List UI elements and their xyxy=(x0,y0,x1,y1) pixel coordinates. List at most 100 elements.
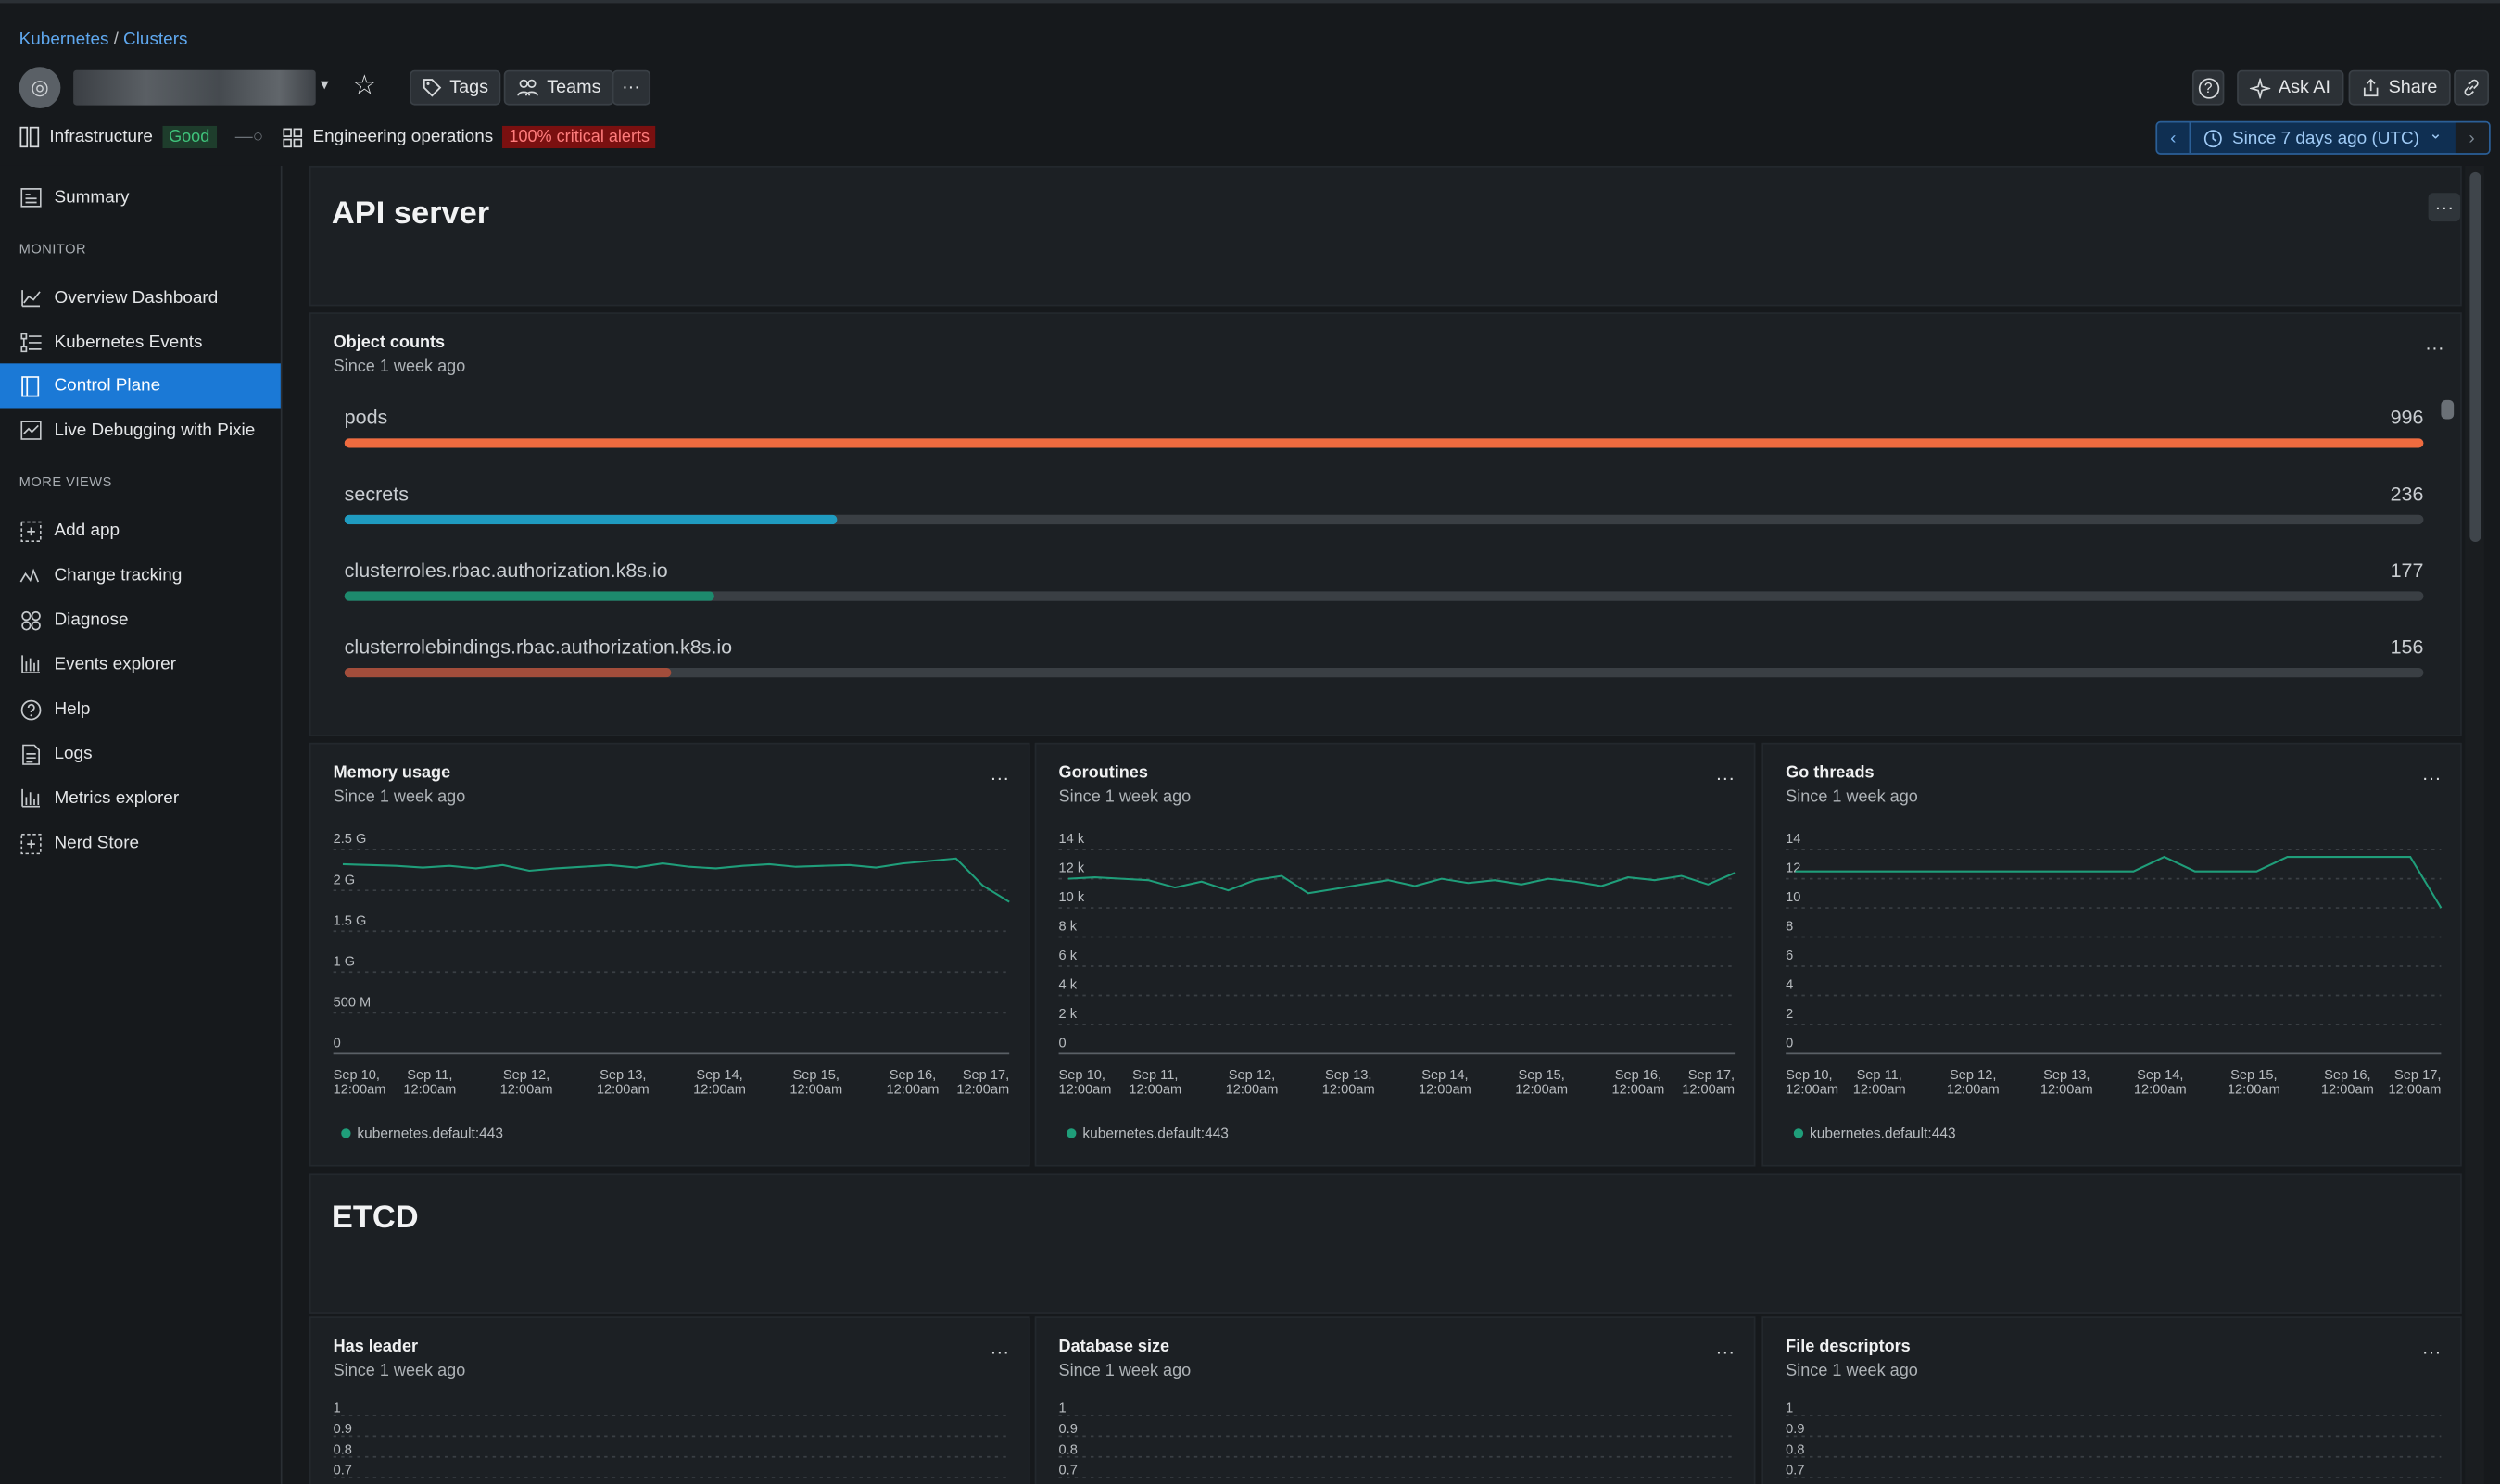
chart-more-button[interactable]: ··· xyxy=(1715,766,1736,789)
sidebar-item-overview-dashboard[interactable]: Overview Dashboard xyxy=(0,276,281,321)
x-tick-label: 12:00am xyxy=(2321,1082,2374,1097)
help-icon: ? xyxy=(2197,77,2219,98)
engineering-operations-label[interactable]: Engineering operations xyxy=(312,127,494,147)
link-icon xyxy=(2464,79,2479,96)
ask-ai-button[interactable]: Ask AI xyxy=(2237,69,2343,106)
chart-more-button[interactable]: ··· xyxy=(990,766,1010,789)
object-count-track xyxy=(344,514,2424,525)
x-tick-label: 12:00am xyxy=(1515,1082,1568,1097)
help-button[interactable]: ? xyxy=(2191,69,2225,106)
y-tick-label: 0.9 xyxy=(334,1422,352,1437)
x-tick-label: Sep 12, xyxy=(1229,1068,1275,1083)
infrastructure-label[interactable]: Infrastructure xyxy=(49,127,153,147)
panel-title: Object counts xyxy=(333,333,446,353)
sidebar-item-live-debugging[interactable]: Live Debugging with Pixie xyxy=(0,408,281,452)
x-tick-label: Sep 17, xyxy=(1688,1068,1735,1083)
status-row: Infrastructure Good —○ Engineering opera… xyxy=(19,125,656,149)
x-tick-label: 12:00am xyxy=(1947,1082,2000,1097)
x-tick-label: 12:00am xyxy=(2389,1082,2442,1097)
sidebar-item-label: Help xyxy=(54,699,91,720)
sidebar-item-label: Metrics explorer xyxy=(54,788,180,809)
sidebar-item-add-app[interactable]: Add app xyxy=(0,509,281,553)
time-prev-button[interactable]: ‹ xyxy=(2157,122,2191,154)
y-tick-label: 0.7 xyxy=(334,1464,352,1478)
sidebar-item-change-tracking[interactable]: Change tracking xyxy=(0,553,281,597)
y-tick-label: 500 M xyxy=(334,995,372,1010)
object-count-value: 177 xyxy=(2390,559,2424,583)
control-plane-icon xyxy=(19,374,42,396)
api-server-section: API server ··· xyxy=(309,165,2462,307)
y-tick-label: 12 xyxy=(1786,861,1800,876)
entity-switcher-chevron-icon[interactable]: ▾ xyxy=(320,76,329,94)
legend-label: kubernetes.default:443 xyxy=(1809,1125,1956,1142)
top-border xyxy=(0,0,2500,4)
chart-more-button[interactable]: ··· xyxy=(1715,1340,1736,1364)
x-tick-label: 12:00am xyxy=(597,1082,650,1097)
share-button[interactable]: Share xyxy=(2348,69,2451,106)
x-tick-label: 12:00am xyxy=(887,1082,940,1097)
sparkle-icon xyxy=(2249,77,2271,98)
sidebar-item-kubernetes-events[interactable]: Kubernetes Events xyxy=(0,321,281,365)
x-tick-label: Sep 13, xyxy=(1325,1068,1371,1083)
logs-icon xyxy=(19,743,42,765)
page-scrollbar-thumb[interactable] xyxy=(2469,171,2481,543)
page-header: Kubernetes / Clusters ◎ ▾ ☆ Tags Teams ···… xyxy=(0,3,2500,162)
sidebar-item-metrics-explorer[interactable]: Metrics explorer xyxy=(0,776,281,821)
breadcrumb-kubernetes[interactable]: Kubernetes xyxy=(19,30,109,50)
teams-button[interactable]: Teams xyxy=(503,69,614,106)
more-actions-button[interactable]: ··· xyxy=(612,69,650,106)
x-tick-label: 12:00am xyxy=(2228,1082,2280,1097)
y-tick-label: 2 k xyxy=(1059,1007,1078,1022)
series-line[interactable] xyxy=(342,857,1010,903)
legend-swatch xyxy=(341,1128,351,1138)
sidebar-item-diagnose[interactable]: Diagnose xyxy=(0,597,281,642)
chart-more-button[interactable]: ··· xyxy=(990,1340,1010,1364)
ask-ai-label: Ask AI xyxy=(2278,78,2330,97)
pixie-debug-icon xyxy=(19,420,42,442)
entity-name-redacted[interactable] xyxy=(73,69,316,106)
sidebar-item-label: Logs xyxy=(54,744,93,764)
object-count-fill xyxy=(344,667,671,678)
panel-more-button[interactable]: ··· xyxy=(2425,336,2444,359)
favorite-star-icon[interactable]: ☆ xyxy=(352,69,377,101)
chart-subtitle: Since 1 week ago xyxy=(333,1361,466,1381)
time-range-select[interactable]: Since 7 days ago (UTC) ⌄ xyxy=(2191,122,2455,153)
chart-legend-item[interactable]: kubernetes.default:443 xyxy=(1067,1126,1229,1141)
sidebar-item-label: Add app xyxy=(54,521,120,541)
breadcrumb-clusters[interactable]: Clusters xyxy=(123,30,188,50)
object-counts-scrollbar-thumb[interactable] xyxy=(2441,399,2455,420)
x-tick-label: Sep 14, xyxy=(1421,1068,1468,1083)
chart-more-button[interactable]: ··· xyxy=(2421,1340,2442,1364)
object-counts-panel: Object counts Since 1 week ago ··· pods 9… xyxy=(309,312,2462,736)
sidebar-item-nerd-store[interactable]: Nerd Store xyxy=(0,821,281,865)
sidebar-item-logs[interactable]: Logs xyxy=(0,732,281,776)
chart-panel: 0.7 0.8 0.9 1 Has leader Since 1 week ago ··· xyxy=(309,1316,1030,1484)
x-tick-label: Sep 14, xyxy=(2137,1068,2183,1083)
series-line[interactable] xyxy=(1067,872,1736,895)
tags-button[interactable]: Tags xyxy=(410,69,501,106)
y-tick-label: 4 xyxy=(1786,978,1793,993)
series-line[interactable] xyxy=(1795,855,2443,909)
sidebar-item-help[interactable]: Help xyxy=(0,687,281,732)
chart-legend-item[interactable]: kubernetes.default:443 xyxy=(1793,1125,1956,1142)
chart-svg: 0.7 0.8 0.9 1 xyxy=(1058,1402,1736,1478)
chart-title: Go threads xyxy=(1786,763,1875,783)
time-range-chevron-icon: ⌄ xyxy=(2429,125,2443,144)
chart-more-button[interactable]: ··· xyxy=(2421,766,2442,789)
section-more-button[interactable]: ··· xyxy=(2428,193,2461,222)
sidebar-item-summary[interactable]: Summary xyxy=(0,175,281,220)
share-icon xyxy=(2363,78,2379,97)
sidebar-item-control-plane[interactable]: Control Plane xyxy=(0,363,281,409)
object-count-value: 996 xyxy=(2390,406,2424,429)
chart-legend-item[interactable]: kubernetes.default:443 xyxy=(341,1126,503,1141)
y-tick-label: 1.5 G xyxy=(334,913,367,928)
y-tick-label: 10 xyxy=(1786,890,1800,905)
diagnose-icon xyxy=(19,609,42,631)
x-tick-label: Sep 16, xyxy=(2324,1068,2370,1083)
time-next-button[interactable]: › xyxy=(2455,122,2489,154)
copy-link-button[interactable] xyxy=(2454,69,2490,106)
sidebar-item-events-explorer[interactable]: Events explorer xyxy=(0,642,281,686)
object-count-fill xyxy=(344,514,838,525)
